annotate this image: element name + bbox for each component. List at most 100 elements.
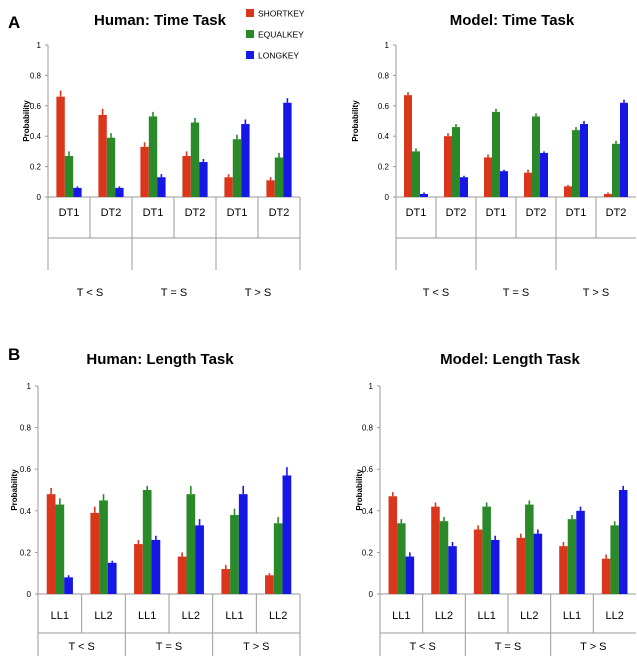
bar-equalkey-1: [412, 151, 420, 197]
bar-shortkey-1: [388, 496, 398, 594]
bar-equalkey-2: [99, 500, 108, 594]
x-category-label: LL1: [477, 610, 495, 622]
y-tick-label: 0.8: [30, 71, 42, 80]
x-category-label: DT2: [269, 207, 290, 219]
chart-human-time-task: Human: Time Task 0 0.2 0.4 0.6 0.8 1 Probabilit…: [22, 12, 301, 299]
y-tick-label: 0.6: [20, 465, 32, 474]
x-group-label: T > S: [580, 641, 606, 653]
x-category-label: DT2: [101, 207, 122, 219]
y-tick-label: 0.8: [20, 424, 32, 433]
chart-title: Human: Time Task: [94, 12, 227, 29]
panel-label-a: A: [8, 13, 20, 32]
x-group-label: T < S: [77, 287, 103, 299]
bar-equalkey-1: [64, 155, 74, 197]
bar-longkey-1: [73, 187, 82, 197]
x-category-label: DT2: [446, 207, 467, 219]
x-category-label: LL2: [435, 610, 453, 622]
chart-title: Human: Length Task: [86, 351, 234, 368]
bar-longkey-6: [282, 475, 292, 594]
bar-longkey-6: [618, 490, 628, 594]
bar-equalkey-5: [230, 514, 239, 594]
y-tick-label: 0.2: [362, 548, 374, 557]
y-tick-label: 0.2: [20, 548, 32, 557]
bar-equalkey-5: [572, 130, 580, 197]
bar-longkey-5: [576, 510, 585, 594]
x-category-label: LL1: [51, 610, 69, 622]
legend-swatch-equalkey: [246, 30, 254, 38]
bar-longkey-4: [199, 162, 208, 197]
bar-shortkey-5: [564, 186, 572, 197]
bar-shortkey-2: [90, 512, 100, 594]
legend-swatch-longkey: [246, 51, 254, 59]
x-group-label: T > S: [243, 641, 269, 653]
legend-swatch-shortkey: [246, 9, 254, 17]
bar-equalkey-6: [612, 143, 620, 197]
y-tick-label: 0: [369, 590, 374, 599]
y-axis-label: Probability: [351, 100, 360, 142]
x-group-label: T = S: [161, 287, 187, 299]
x-category-label: DT1: [486, 207, 507, 219]
x-category-label: LL2: [94, 610, 112, 622]
bar-longkey-2: [460, 177, 468, 197]
bar-shortkey-2: [444, 136, 452, 197]
bar-longkey-5: [580, 124, 588, 197]
bar-longkey-1: [405, 556, 415, 594]
bar-shortkey-2: [431, 506, 440, 594]
x-category-label: LL2: [182, 610, 200, 622]
bar-equalkey-1: [397, 523, 406, 594]
bar-longkey-1: [64, 577, 73, 594]
x-group-label: T > S: [583, 287, 609, 299]
y-tick-label: 0.6: [362, 465, 374, 474]
chart-human-length-task: Human: Length Task 0 0.2 0.4 0.6 0.8 1 Probabil…: [10, 351, 301, 656]
x-group-label: T < S: [409, 641, 435, 653]
bar-longkey-2: [448, 546, 457, 594]
bar-longkey-3: [151, 539, 161, 594]
bar-shortkey-2: [98, 114, 107, 197]
bar-shortkey-4: [516, 537, 526, 594]
x-category-label: LL2: [520, 610, 538, 622]
x-category-label: DT2: [526, 207, 547, 219]
x-category-label: DT1: [406, 207, 427, 219]
bar-equalkey-3: [142, 490, 152, 594]
bar-longkey-1: [420, 193, 428, 197]
bar-equalkey-5: [232, 139, 242, 197]
bar-longkey-5: [238, 494, 248, 594]
bar-shortkey-4: [177, 556, 187, 594]
y-tick-label: 0: [37, 193, 42, 202]
bar-longkey-6: [283, 102, 292, 197]
y-axis-label: Probability: [10, 469, 19, 511]
bar-shortkey-5: [224, 177, 233, 197]
bar-longkey-5: [241, 124, 250, 197]
bar-shortkey-1: [46, 494, 56, 594]
x-group-label: T = S: [495, 641, 521, 653]
x-group-label: T = S: [156, 641, 182, 653]
bar-shortkey-1: [56, 96, 65, 197]
y-axis-label: Probability: [22, 100, 31, 142]
y-tick-label: 1: [385, 41, 390, 50]
y-tick-label: 1: [27, 382, 32, 391]
bar-shortkey-6: [266, 180, 275, 197]
chart-model-time-task: Model: Time Task 0 0.2 0.4 0.6 0.8 1 Probabilit…: [351, 12, 636, 299]
y-tick-label: 0.4: [362, 507, 374, 516]
bar-longkey-6: [620, 102, 628, 197]
bar-shortkey-5: [559, 546, 568, 594]
bar-shortkey-6: [604, 193, 612, 197]
x-category-label: DT1: [227, 207, 248, 219]
bar-equalkey-3: [148, 116, 158, 197]
bar-equalkey-2: [106, 137, 116, 197]
chart-title: Model: Time Task: [450, 12, 575, 29]
bar-longkey-3: [490, 539, 500, 594]
x-category-label: DT2: [606, 207, 627, 219]
bar-shortkey-3: [484, 157, 492, 197]
y-tick-label: 0.8: [378, 71, 390, 80]
x-category-label: LL1: [392, 610, 410, 622]
y-tick-label: 0.6: [378, 102, 390, 111]
x-group-label: T < S: [423, 287, 449, 299]
bar-shortkey-6: [601, 558, 611, 594]
x-group-label: T > S: [245, 287, 271, 299]
y-tick-label: 0: [27, 590, 32, 599]
y-axis-label: Probability: [355, 469, 364, 511]
x-category-label: DT2: [185, 207, 206, 219]
bar-longkey-3: [500, 171, 508, 197]
